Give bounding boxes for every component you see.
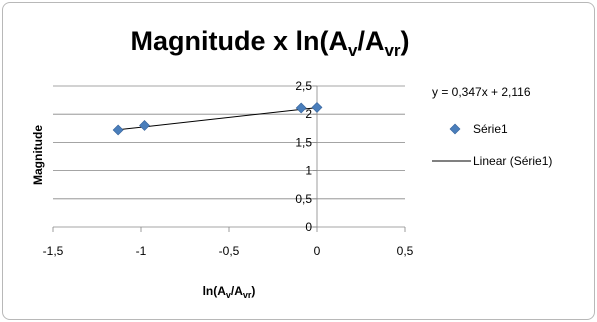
x-axis: -1,5 -1 -0,5 0 0,5 xyxy=(43,226,414,258)
y-axis-title: Magnitude xyxy=(31,125,45,185)
x-tick-label: 0 xyxy=(314,244,321,258)
y-tick-label: 1 xyxy=(305,164,312,178)
y-tick-label: 1,5 xyxy=(295,135,312,149)
legend: Série1 Linear (Série1) xyxy=(432,122,552,168)
y-tick-label: 0,5 xyxy=(295,192,312,206)
gridlines xyxy=(53,85,405,200)
x-axis-title: ln(Av/Avr) xyxy=(203,284,256,300)
y-tick-label: 2,5 xyxy=(295,79,312,93)
x-tick-label: -1,5 xyxy=(43,244,64,258)
trendline-group xyxy=(118,107,318,131)
legend-trendline-label: Linear (Série1) xyxy=(473,154,552,168)
trendline-equation: y = 0,347x + 2,116 xyxy=(432,85,531,99)
data-point xyxy=(112,124,124,136)
data-points xyxy=(112,102,323,136)
trendline xyxy=(118,107,318,131)
legend-series-label: Série1 xyxy=(473,122,508,136)
chart-title: Magnitude x ln(Av/Avr) xyxy=(130,26,409,60)
x-tick-label: -1 xyxy=(136,244,147,258)
data-point xyxy=(311,102,323,113)
data-point xyxy=(295,102,307,114)
x-tick-label: 0,5 xyxy=(397,244,414,258)
y-axis: 0 0,5 1 1,5 2 2,5 xyxy=(295,79,318,234)
legend-series-marker xyxy=(449,123,461,135)
y-tick-label: 0 xyxy=(305,220,312,234)
y-tick-label: 2 xyxy=(305,107,312,121)
x-tick-label: -0,5 xyxy=(219,244,240,258)
data-point xyxy=(139,120,150,131)
